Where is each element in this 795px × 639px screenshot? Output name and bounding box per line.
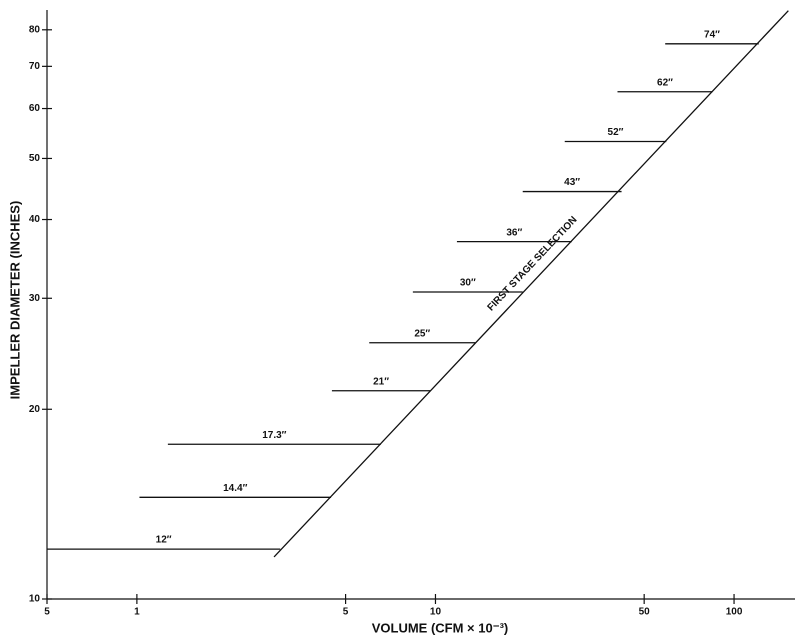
y-tick-label: 80: [29, 24, 41, 35]
y-tick-label: 30: [29, 293, 41, 304]
size-label: 30″: [460, 278, 476, 289]
y-axis-label: IMPELLER DIAMETER (INCHES): [7, 201, 22, 400]
size-label: 12″: [156, 535, 172, 546]
x-tick-label: 1: [134, 607, 140, 618]
x-tick-label: 10: [430, 607, 442, 618]
y-tick-label: 60: [29, 103, 41, 114]
size-label: 36″: [506, 227, 522, 238]
x-tick-label: 5: [44, 607, 50, 618]
annotation: FIRST STAGE SELECTION: [486, 215, 580, 314]
x-tick-label: 50: [639, 607, 651, 618]
y-tick-label: 20: [29, 404, 41, 415]
size-label: 62″: [657, 77, 673, 88]
x-axis-label: VOLUME (CFM × 10⁻³): [372, 620, 509, 635]
size-label: 74″: [704, 29, 720, 40]
size-label: 25″: [414, 328, 430, 339]
x-tick-label: 100: [726, 607, 743, 618]
size-label: 52″: [608, 127, 624, 138]
x-tick-label: 5: [343, 607, 349, 618]
size-label: 17.3″: [262, 430, 286, 441]
size-label: 43″: [564, 177, 580, 188]
y-tick-label: 40: [29, 214, 41, 225]
y-tick-label: 70: [29, 61, 41, 72]
size-label: 21″: [373, 376, 389, 387]
selection-line: [273, 10, 789, 558]
y-tick-label: 10: [29, 594, 41, 605]
size-label: 14.4″: [223, 483, 247, 494]
y-tick-label: 50: [29, 153, 41, 164]
